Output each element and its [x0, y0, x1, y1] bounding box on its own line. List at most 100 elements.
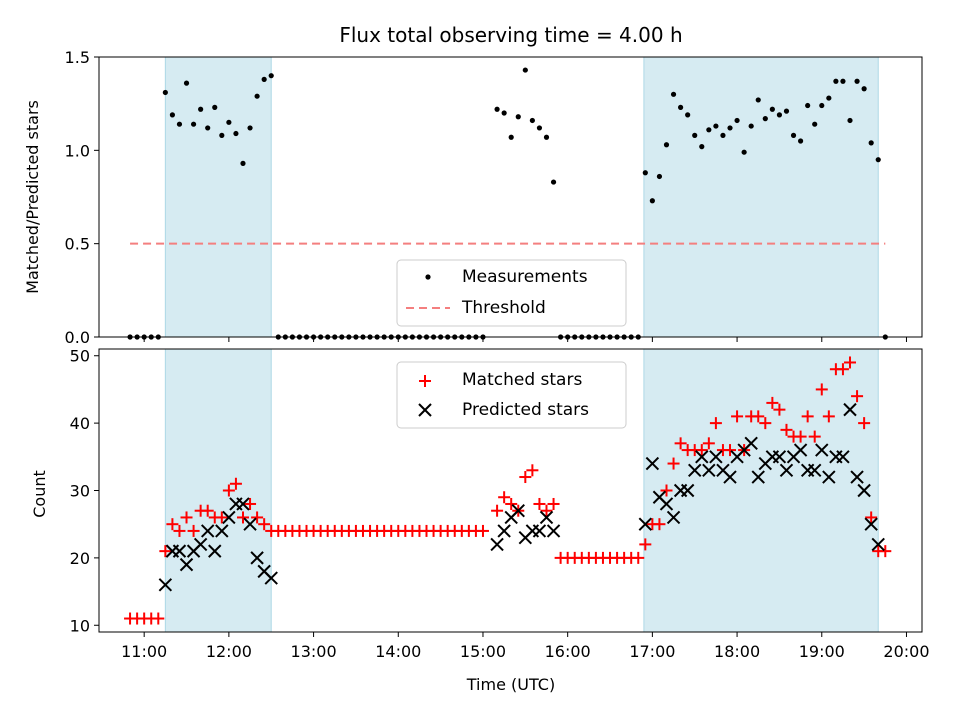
matched-star-point [187, 524, 200, 537]
predicted-star-point [638, 517, 653, 531]
matched-star-point [547, 497, 560, 510]
predicted-star-point [688, 463, 702, 477]
predicted-star-point [744, 436, 758, 451]
measurement-point [840, 78, 846, 84]
measurement-point [868, 140, 874, 146]
top-y-tick-label: 1.5 [65, 48, 90, 67]
predicted-star-point [497, 524, 511, 538]
bottom-y-axis-label: Count [30, 470, 49, 518]
legend-measurements-marker [425, 274, 431, 280]
measurement-point [254, 93, 260, 99]
measurement-point [699, 144, 705, 150]
matched-star-point [752, 410, 765, 423]
measurement-point [494, 106, 500, 112]
predicted-star-point [864, 517, 878, 531]
matched-star-point [702, 437, 715, 450]
matched-star-point [660, 484, 673, 497]
measurement-point [819, 102, 825, 109]
bottom-panel: 10 20 30 40 50 11:00 12:00 13:00 14:00 15:00 16:0… [30, 347, 930, 694]
top-y-tick-label: 0.5 [65, 235, 90, 254]
matched-star-point [695, 444, 708, 457]
predicted-star-point [236, 497, 250, 511]
predicted-star-point [539, 510, 554, 525]
x-tick-label: 17:00 [629, 642, 675, 661]
measurement-point [727, 125, 733, 131]
matched-star-point [822, 410, 835, 423]
measurement-point [734, 117, 740, 124]
predicted-star-point [215, 524, 229, 538]
matched-star-point [215, 511, 228, 524]
legend-matched-label: Matched stars [462, 370, 582, 390]
measurement-point [169, 112, 176, 118]
matched-star-point [815, 383, 828, 396]
matched-star-point [244, 497, 257, 510]
predicted-star-point [779, 463, 794, 477]
measurement-point [515, 114, 521, 120]
predicted-star-point [822, 470, 836, 484]
measurement-point [833, 78, 839, 84]
measurement-point [713, 123, 719, 129]
x-tick-label: 11:00 [121, 642, 167, 661]
matched-star-point [476, 524, 489, 537]
matched-star-point [229, 477, 242, 490]
matched-star-point [152, 612, 165, 625]
predicted-star-point [208, 544, 222, 558]
bottom-y-tick-label: 30 [70, 482, 90, 501]
measurement-point [670, 91, 677, 97]
measurement-point [508, 134, 514, 140]
predicted-star-point [193, 537, 208, 552]
measurement-point [501, 110, 507, 116]
measurement-point [805, 102, 811, 109]
matched-star-point [639, 538, 652, 551]
predicted-star-point [709, 450, 723, 464]
measurement-point [720, 132, 726, 138]
predicted-star-point [264, 571, 278, 585]
predicted-star-point [843, 402, 857, 417]
top-y-axis-label: Matched/Predicted stars [23, 100, 42, 294]
predicted-star-point [222, 510, 236, 525]
measurement-point [776, 112, 783, 118]
predicted-star-point [836, 450, 850, 464]
matched-star-point [251, 511, 264, 524]
matched-star-point [173, 524, 186, 537]
measurement-point [762, 116, 768, 122]
predicted-star-point [871, 537, 885, 552]
measurement-point [783, 108, 790, 114]
predicted-star-point [172, 544, 187, 558]
matched-star-point [731, 410, 744, 423]
matched-star-point [653, 518, 666, 531]
matched-star-point [844, 356, 857, 369]
x-tick-label: 19:00 [799, 642, 845, 661]
x-tick-label: 20:00 [883, 642, 929, 661]
matched-star-point [526, 464, 539, 477]
bottom-y-tick-label: 50 [70, 347, 90, 366]
matched-star-point [632, 551, 645, 564]
measurement-point [847, 117, 853, 124]
measurement-point [663, 142, 670, 148]
top-legend-box [396, 259, 627, 327]
measurement-point [536, 125, 543, 131]
matched-star-point [166, 518, 179, 531]
matched-star-point [533, 497, 546, 510]
predicted-star-point [511, 504, 525, 518]
predicted-star-point [723, 470, 737, 484]
measurement-point [162, 89, 168, 96]
measurement-point [247, 125, 253, 131]
matched-star-point [180, 511, 193, 524]
measurement-point [812, 121, 818, 127]
predicted-star-point [808, 463, 822, 477]
measurement-point [543, 134, 550, 140]
matched-star-point [724, 444, 737, 457]
matched-star-point [858, 417, 871, 430]
predicted-star-point [793, 443, 808, 457]
predicted-star-point [532, 524, 547, 538]
measurement-point [685, 112, 691, 118]
observing-window-shade [164, 56, 272, 338]
top-panel: 0.0 0.5 1.0 1.5 Matched/Predicted stars Mea… [23, 48, 923, 347]
predicted-star-point [815, 443, 829, 457]
top-y-tick-label: 0.0 [65, 328, 90, 347]
x-tick-label: 13:00 [291, 642, 337, 661]
predicted-star-point [200, 524, 215, 538]
measurement-point [240, 160, 246, 166]
measurement-point [212, 104, 218, 110]
